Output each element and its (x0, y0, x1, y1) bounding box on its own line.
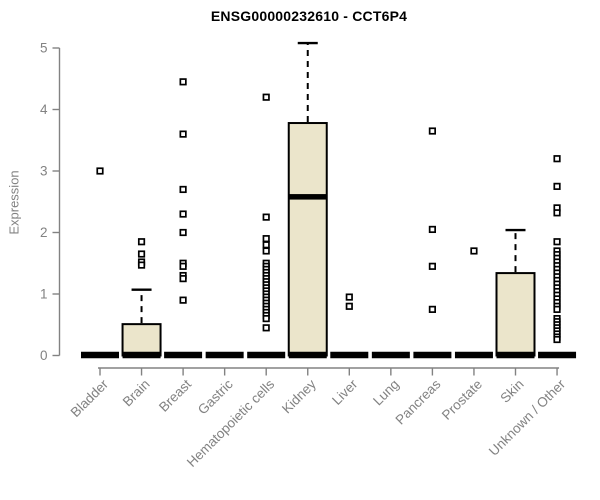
zero-median-bar-unknown-other (538, 351, 577, 359)
outlier-point-breast (179, 228, 187, 237)
zero-median-bar-breast (164, 351, 203, 359)
x-tick-label-brain: Brain (120, 377, 153, 410)
zero-median-bar-kidney (288, 351, 327, 359)
zero-median-bar-skin (496, 351, 535, 359)
outlier-point-unknown-other (553, 305, 561, 313)
outlier-point-breast (179, 296, 187, 304)
outlier-point-brain (137, 238, 146, 246)
x-tick-label-breast: Breast (156, 376, 194, 414)
x-tick-label-skin: Skin (497, 377, 526, 406)
outlier-point-breast (179, 210, 187, 218)
zero-median-bar-bladder (81, 351, 119, 359)
x-tick-label-liver: Liver (329, 376, 361, 408)
outlier-point-hematopoietic-cells (262, 213, 270, 221)
outlier-point-unknown-other (553, 182, 561, 190)
outlier-point-prostate (470, 247, 478, 255)
outlier-point-breast (179, 130, 187, 138)
zero-median-bar-prostate (454, 351, 493, 359)
y-tick-label: 5 (40, 41, 48, 56)
outlier-point-unknown-other (553, 209, 561, 217)
outlier-point-hematopoietic-cells (262, 235, 270, 243)
outlier-point-breast (179, 78, 187, 86)
x-tick-label-lung: Lung (370, 377, 402, 409)
outlier-point-pancreas (428, 305, 436, 313)
outlier-point-pancreas (428, 127, 436, 135)
y-tick-label: 0 (40, 348, 48, 363)
outlier-point-liver (345, 302, 353, 310)
outlier-point-hematopoietic-cells (262, 324, 270, 332)
zero-median-bar-lung (371, 351, 410, 359)
y-tick-label: 4 (40, 102, 48, 117)
x-tick-label-gastric: Gastric (195, 376, 236, 417)
outlier-point-pancreas (428, 225, 436, 234)
x-tick-label-prostate: Prostate (439, 377, 485, 423)
chart-title: ENSG00000232610 - CCT6P4 (210, 8, 408, 24)
outlier-point-breast (179, 185, 187, 194)
zero-median-bar-brain (122, 351, 161, 359)
outlier-point-unknown-other (553, 335, 561, 344)
x-tick-label-unknown-other: Unknown / Other (486, 376, 569, 459)
outlier-point-unknown-other (553, 155, 561, 163)
y-tick-label: 3 (40, 164, 48, 179)
outlier-point-hematopoietic-cells (262, 247, 270, 255)
zero-median-bar-liver (330, 351, 369, 359)
outlier-point-hematopoietic-cells (262, 315, 270, 323)
outlier-point-hematopoietic-cells (262, 241, 270, 249)
x-tick-label-pancreas: Pancreas (393, 376, 444, 427)
median-line-kidney (288, 194, 327, 200)
zero-median-bar-pancreas (413, 351, 452, 359)
outlier-point-breast (179, 275, 187, 283)
box-kidney (287, 122, 328, 357)
zero-median-bar-hematopoietic-cells (247, 351, 286, 359)
box-brain (121, 323, 162, 357)
outlier-point-liver (345, 293, 353, 301)
outlier-point-breast (179, 262, 187, 270)
x-tick-label-bladder: Bladder (68, 376, 112, 420)
y-tick-label: 2 (40, 225, 48, 240)
y-tick-label: 1 (40, 287, 48, 302)
box-skin (495, 272, 536, 357)
outlier-point-unknown-other (553, 238, 561, 246)
zero-median-bar-gastric (205, 351, 244, 359)
outlier-point-brain (137, 261, 146, 269)
outlier-point-bladder (96, 167, 104, 175)
outlier-point-hematopoietic-cells (262, 93, 270, 101)
x-tick-label-kidney: Kidney (279, 376, 319, 416)
outlier-point-pancreas (428, 262, 436, 270)
outlier-point-brain (137, 250, 146, 258)
